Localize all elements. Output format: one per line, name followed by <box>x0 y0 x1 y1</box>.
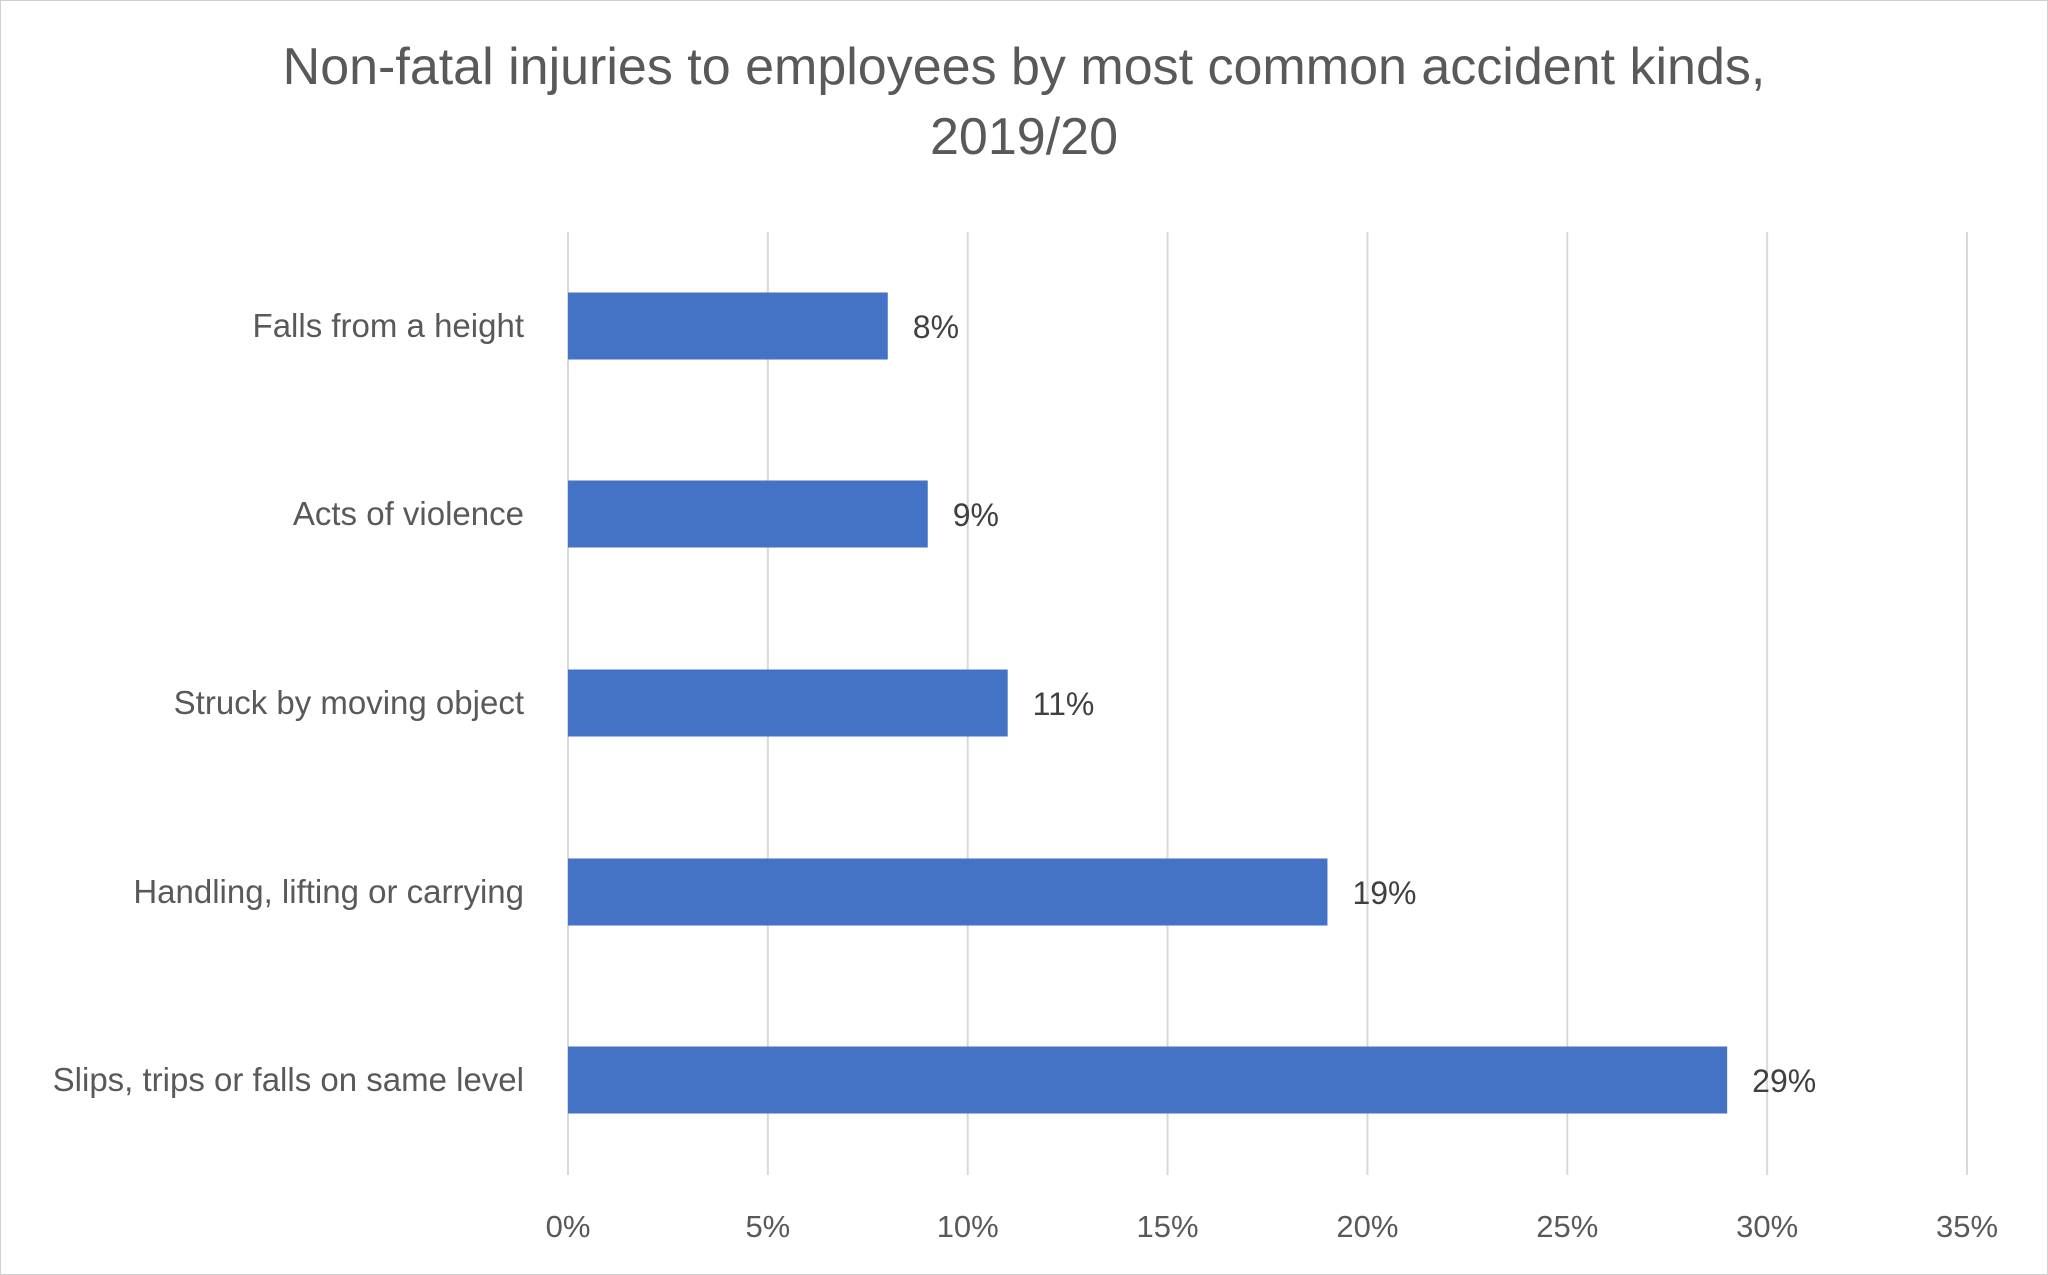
x-tick-label: 10% <box>937 1209 999 1244</box>
bars <box>568 292 1728 1114</box>
chart-title-line-1: Non-fatal injuries to employees by most … <box>282 38 1766 96</box>
category-label: Falls from a height <box>253 307 524 344</box>
x-tick-label: 25% <box>1536 1209 1598 1244</box>
x-tick-label: 5% <box>745 1209 790 1244</box>
category-label: Slips, trips or falls on same level <box>53 1061 524 1098</box>
bar <box>568 480 928 548</box>
x-tick-label: 0% <box>546 1209 591 1244</box>
x-axis-tick-labels: 0% 5% 10% 15% 20% 25% 30% 35% <box>546 1209 1998 1244</box>
data-label: 11% <box>1033 686 1095 722</box>
bar <box>568 669 1008 737</box>
category-label: Acts of violence <box>293 495 524 532</box>
category-labels: Falls from a height Acts of violence Struc… <box>53 307 524 1098</box>
data-label: 9% <box>953 497 999 533</box>
bar <box>568 858 1328 926</box>
data-labels: 8% 9% 11% 19% 29% <box>913 309 1816 1099</box>
x-tick-label: 20% <box>1336 1209 1398 1244</box>
data-label: 29% <box>1752 1063 1816 1099</box>
data-label: 8% <box>913 309 959 345</box>
data-label: 19% <box>1352 875 1416 911</box>
x-tick-label: 35% <box>1936 1209 1998 1244</box>
x-tick-label: 15% <box>1137 1209 1199 1244</box>
bar <box>568 292 888 360</box>
bar <box>568 1046 1728 1114</box>
category-label: Handling, lifting or carrying <box>133 873 524 910</box>
category-label: Struck by moving object <box>174 684 524 721</box>
chart-title: Non-fatal injuries to employees by most … <box>0 32 2048 172</box>
x-tick-label: 30% <box>1736 1209 1798 1244</box>
chart-title-line-2: 2019/20 <box>930 108 1118 166</box>
